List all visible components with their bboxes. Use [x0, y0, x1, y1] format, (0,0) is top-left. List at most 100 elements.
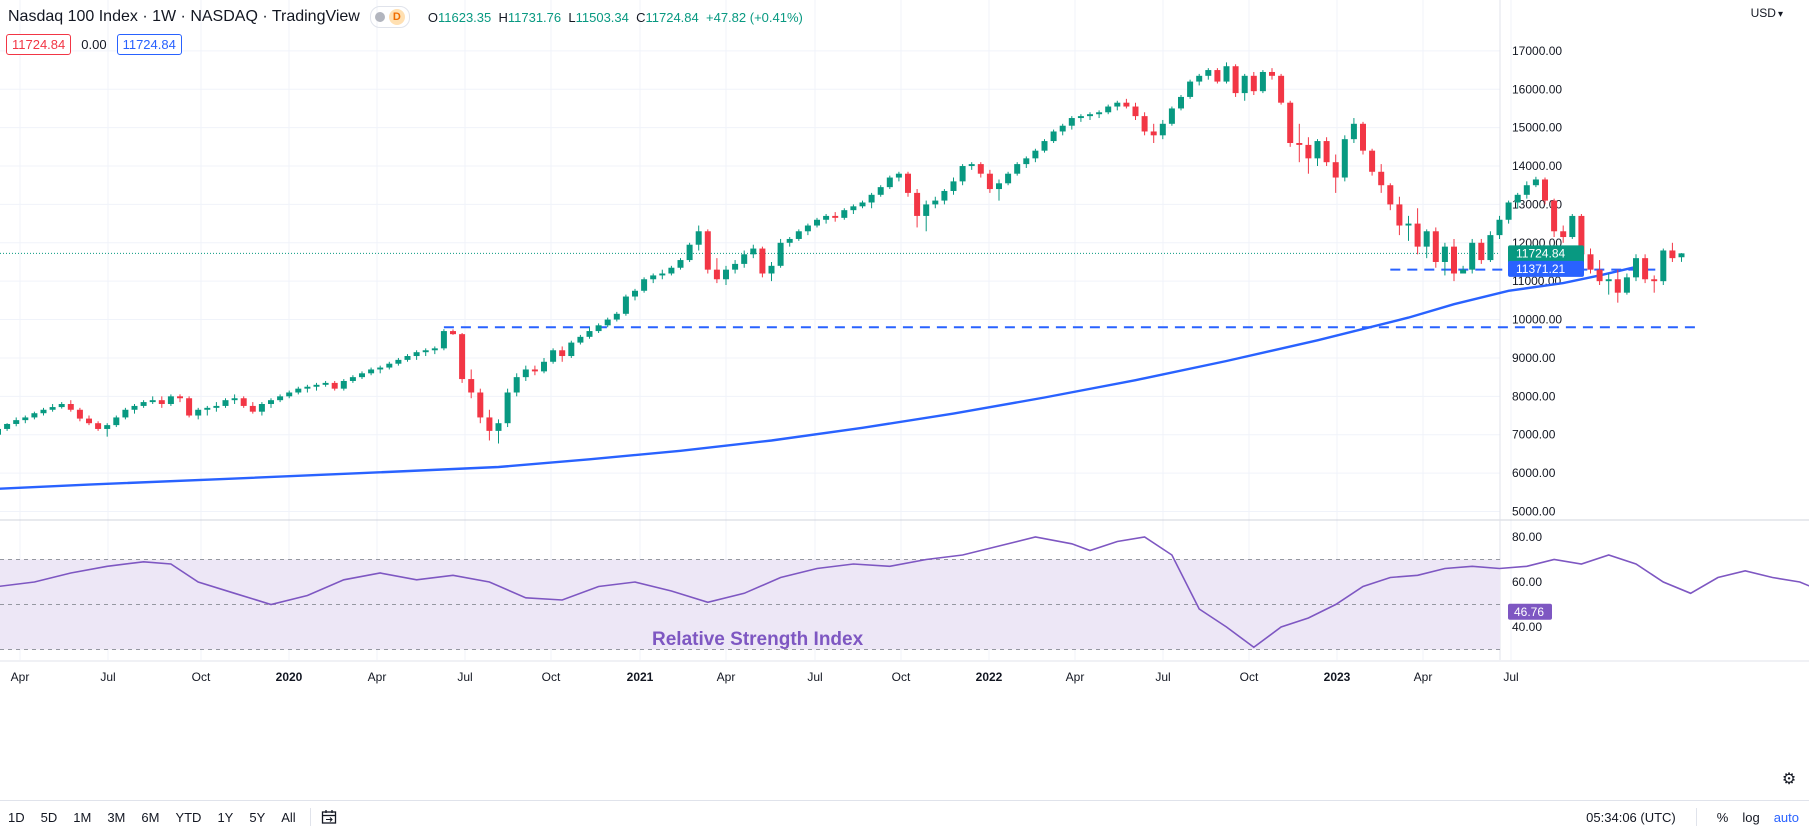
close-value: 11724.84 — [645, 9, 699, 25]
candle-body — [0, 428, 1, 435]
timeframe-1y[interactable]: 1Y — [217, 809, 234, 825]
candle-body — [632, 290, 638, 297]
candle-body — [877, 187, 884, 195]
currency-selector[interactable]: USD — [1751, 6, 1783, 20]
candle-body — [404, 356, 411, 360]
low-value: 11503.34 — [575, 9, 629, 25]
candle-body — [650, 275, 657, 280]
candle-body — [559, 350, 566, 357]
candle-body — [859, 202, 866, 207]
candle-body — [231, 398, 238, 401]
x-tick-label: 2022 — [976, 670, 1003, 684]
candle-body — [1669, 250, 1676, 259]
candle-body — [750, 248, 757, 255]
symbol-title[interactable]: Nasdaq 100 Index · 1W · NASDAQ · Trading… — [8, 8, 360, 25]
candle-body — [1460, 269, 1467, 274]
candle-body — [286, 392, 293, 397]
candle-body — [1232, 66, 1239, 94]
y-tick-label: 17000.00 — [1512, 44, 1562, 58]
timeframe-5y[interactable]: 5Y — [249, 809, 266, 825]
candle-body — [1269, 71, 1275, 76]
candle-body — [213, 405, 220, 408]
candle-body — [914, 192, 921, 216]
auto-scale-toggle[interactable]: auto — [1773, 809, 1799, 825]
timeframe-3m[interactable]: 3M — [107, 809, 126, 825]
log-scale-toggle[interactable]: log — [1742, 809, 1760, 825]
candle-body — [1214, 70, 1221, 82]
candle-body — [295, 388, 302, 393]
percent-scale-toggle[interactable]: % — [1716, 809, 1729, 825]
candle-body — [158, 400, 165, 405]
clock-label[interactable]: 05:34:06 (UTC) — [1586, 809, 1676, 825]
candle-body — [622, 296, 629, 314]
candle-body — [723, 269, 729, 280]
candle-body — [1041, 141, 1048, 151]
candle-body — [167, 396, 174, 405]
candle-body — [659, 273, 666, 276]
candle-body — [195, 409, 202, 416]
candle-body — [322, 382, 329, 385]
candle-body — [459, 334, 466, 380]
candle-body — [1050, 131, 1057, 142]
toolbar-divider — [309, 808, 311, 826]
x-tick-label: Oct — [192, 670, 211, 684]
candle-body — [4, 423, 11, 429]
candle-body — [823, 215, 830, 220]
timeframe-1m[interactable]: 1M — [73, 809, 92, 825]
rsi-value-label: 46.76 — [1514, 605, 1544, 619]
timeframe-all[interactable]: All — [281, 809, 296, 825]
candle-body — [604, 319, 611, 326]
dot-icon — [374, 12, 385, 22]
candle-body — [1496, 219, 1503, 236]
candle-body — [1341, 139, 1348, 178]
calendar-range-icon[interactable] — [321, 809, 337, 825]
rsi-tick-label: 40.00 — [1512, 620, 1542, 634]
candle-body — [1123, 102, 1130, 107]
y-tick-label: 9000.00 — [1512, 351, 1556, 365]
candle-body — [331, 382, 338, 389]
candle-body — [13, 420, 20, 424]
candle-body — [86, 418, 92, 424]
buy-price-box[interactable]: 11724.84 — [116, 34, 182, 55]
candle-body — [1159, 123, 1166, 136]
candle-body — [1642, 258, 1649, 280]
candle-body — [1396, 204, 1403, 226]
candle-body — [49, 407, 56, 410]
candle-body — [959, 166, 966, 182]
candle-body — [1114, 102, 1121, 107]
candle-body — [222, 400, 229, 406]
chart-area[interactable]: 17000.00 16000.00 15000.00 14000.00 13000.00… — [0, 0, 1809, 800]
candle-body — [422, 350, 429, 353]
y-tick-label: 16000.00 — [1512, 82, 1562, 96]
gear-icon[interactable]: ⚙ — [1781, 771, 1797, 788]
timeframe-ytd[interactable]: YTD — [175, 809, 202, 825]
candle-body — [541, 361, 547, 372]
x-tick-label: 2021 — [627, 670, 654, 684]
candle-body — [1478, 242, 1485, 261]
candle-body — [1378, 171, 1385, 186]
indicator-toggle[interactable]: D — [369, 6, 410, 28]
y-tick-label: 10000.00 — [1512, 313, 1562, 327]
timeframe-6m[interactable]: 6M — [141, 809, 160, 825]
candle-body — [204, 407, 211, 410]
candle-body — [1432, 231, 1439, 262]
candle-body — [1196, 75, 1203, 82]
sell-price-box[interactable]: 11724.84 — [6, 34, 72, 55]
candle-body — [1296, 142, 1303, 145]
candle-body — [814, 219, 820, 226]
candle-body — [140, 402, 147, 406]
candle-body — [149, 400, 156, 403]
candle-body — [950, 181, 957, 191]
x-tick-label: Apr — [1414, 670, 1433, 684]
candle-body — [1250, 75, 1257, 92]
timeframe-1d[interactable]: 1D — [8, 809, 25, 825]
candle-body — [1287, 102, 1294, 143]
rsi-tick-label: 60.00 — [1512, 575, 1542, 589]
candle-body — [1068, 118, 1075, 126]
candle-body — [1651, 279, 1658, 282]
x-tick-label: Jul — [1503, 670, 1518, 684]
candle-body — [1505, 202, 1512, 220]
timeframe-5d[interactable]: 5D — [40, 809, 58, 825]
candle-body — [1551, 200, 1558, 232]
rsi-line — [0, 536, 1809, 649]
